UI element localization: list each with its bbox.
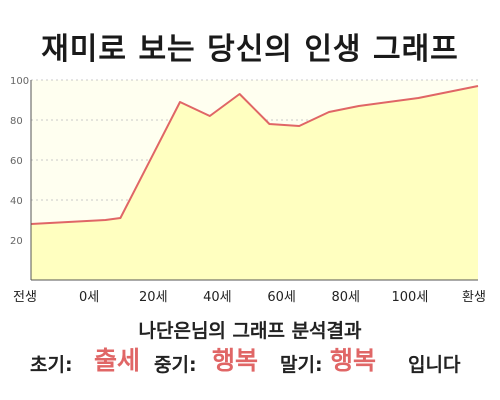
y-tick-label: 20	[10, 236, 23, 247]
late-label: 말기:	[280, 354, 323, 376]
analysis-result: 초기: 출세 중기: 행복 말기: 행복 입니다	[0, 346, 500, 383]
early-label: 초기:	[30, 354, 73, 376]
y-tick-label: 100	[10, 76, 29, 87]
y-tick-label: 60	[10, 156, 23, 167]
mid-value: 행복	[212, 346, 259, 375]
analysis-subtitle: 나단은님의 그래프 분석결과	[138, 320, 362, 342]
x-tick-label: 0세	[79, 290, 99, 305]
x-tick-label: 20세	[139, 290, 168, 305]
x-tick-labels: 전생 0세 20세 40세 60세 80세 100세 환생	[13, 290, 486, 305]
mid-label: 중기:	[154, 354, 197, 376]
x-tick-label: 40세	[203, 290, 232, 305]
x-tick-label: 환생	[462, 290, 486, 305]
y-tick-labels: 20 40 60 80 100	[10, 76, 29, 247]
late-value: 행복	[330, 346, 377, 375]
life-line	[30, 85, 479, 225]
page-title: 재미로 보는 당신의 인생 그래프	[41, 32, 459, 67]
y-tick-label: 80	[10, 116, 23, 127]
x-tick-label: 60세	[267, 290, 296, 305]
x-tick-label: 전생	[13, 290, 37, 305]
x-tick-label: 80세	[331, 290, 360, 305]
early-value: 출세	[94, 346, 141, 375]
y-tick-label: 40	[10, 196, 23, 207]
x-tick-label: 100세	[392, 290, 429, 305]
life-area-fill	[31, 86, 478, 280]
result-ending: 입니다	[408, 354, 461, 376]
